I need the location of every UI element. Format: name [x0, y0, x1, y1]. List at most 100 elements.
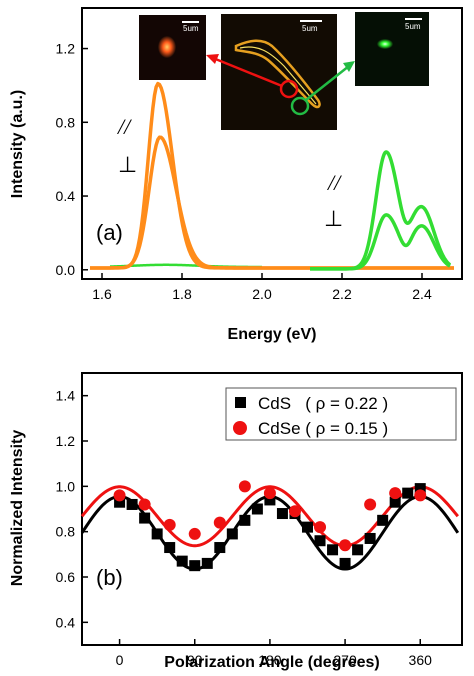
cds-data-point [377, 514, 389, 526]
cds-data-point [164, 542, 176, 554]
orange-emission-spot [158, 36, 176, 58]
cds-data-point [364, 532, 376, 544]
legend-box [225, 387, 457, 441]
panel-a-x-axis-title: Energy (eV) [228, 326, 317, 343]
cds-data-point [276, 508, 288, 520]
scale-bar-label: 5um [183, 24, 199, 33]
panel-b-x-tick-label: 270 [333, 652, 357, 668]
panel-b-plot-frame [81, 372, 463, 646]
green-emission-spot [377, 39, 393, 49]
cds-data-point [189, 560, 201, 572]
cds-data-point [114, 496, 126, 508]
cdse-data-point [389, 487, 402, 500]
cdse-data-point [138, 498, 151, 511]
inset-images: 5um 5um 5um [139, 12, 429, 130]
perpendicular-marker-orange: ⊥ [118, 152, 137, 177]
panel-a-x-tick-label: 2.0 [252, 286, 272, 302]
cds-data-point [339, 557, 351, 569]
panel-a-curves [89, 81, 455, 271]
panel-b-x-tick-label: 90 [187, 652, 203, 668]
parallel-marker-orange: // [116, 114, 132, 139]
cds-fit-curve [80, 495, 460, 571]
green-region-marker [290, 96, 310, 116]
orange-pointer-arrowhead [206, 54, 219, 64]
panel-b-x-tick-label: 360 [409, 652, 433, 668]
cdse-data-point [238, 480, 251, 493]
panel-b-y-tick-label: 0.8 [56, 524, 76, 540]
panel-a-y-tick-label: 0.0 [56, 262, 76, 278]
panel-a-label: (a) [96, 220, 123, 245]
scale-bar-label: 5um [302, 24, 318, 33]
panel-a-y-tick-label: 0.4 [56, 188, 76, 204]
panel-a-ticks: 1.6 1.8 2.0 2.2 2.4 0.0 0.4 0.8 1.2 [56, 41, 432, 302]
cds-data-point [251, 503, 263, 515]
nanowire-core [239, 46, 317, 105]
cds-data-point [314, 535, 326, 547]
cds-data-point [239, 514, 251, 526]
panel-b-x-tick-label: 0 [116, 652, 124, 668]
panel-a-x-tick-label: 1.6 [92, 286, 112, 302]
cds-data-point [327, 544, 339, 556]
cds-data-point [352, 544, 364, 556]
panel-a-plot-frame [81, 7, 463, 280]
panel-b-label: (b) [96, 565, 123, 590]
cds-data-point [389, 496, 401, 508]
cdse-data-point [414, 489, 427, 502]
panel-b-data-points [113, 480, 427, 572]
orange-parallel-curve [89, 81, 455, 270]
cdse-data-point [314, 521, 327, 534]
cdse-data-point [288, 505, 301, 518]
panel-a-x-tick-label: 2.2 [332, 286, 352, 302]
parallel-marker-green: // [326, 170, 342, 195]
legend-marker-cdse [233, 421, 247, 435]
cds-data-point [264, 494, 276, 506]
cds-data-point [139, 512, 151, 524]
panel-a-y-tick-label: 1.2 [56, 41, 76, 57]
cds-data-point [201, 557, 213, 569]
cds-data-point [214, 542, 226, 554]
cdse-data-point [364, 498, 377, 511]
legend-label-cds: CdS ( ρ = 0.22 ) [258, 394, 388, 413]
panel-b: 0 90 180 270 360 0.4 0.6 0.8 1.0 1.2 1.4 CdS ( ρ =… [9, 372, 463, 671]
cds-data-point [402, 487, 414, 499]
cds-data-point [176, 555, 188, 567]
panel-b-y-tick-label: 1.2 [56, 433, 76, 449]
cdse-data-point [339, 539, 352, 552]
cds-data-point [226, 528, 238, 540]
panel-b-y-tick-label: 1.0 [56, 478, 76, 494]
panel-a: 1.6 1.8 2.0 2.2 2.4 0.0 0.4 0.8 1.2 5um 5um 5um [9, 7, 463, 343]
legend: CdS ( ρ = 0.22 ) CdSe ( ρ = 0.15 ) [225, 387, 457, 441]
green-parallel-curve [308, 150, 452, 271]
panel-a-x-tick-label: 1.8 [172, 286, 192, 302]
orange-pointer-arrow [212, 56, 283, 88]
panel-b-y-tick-label: 0.4 [56, 614, 76, 630]
green-pointer-arrowhead [343, 61, 355, 72]
cdse-data-point [263, 487, 276, 500]
panel-b-x-tick-label: 180 [258, 652, 282, 668]
inset-green-image [355, 12, 429, 86]
panel-a-x-tick-label: 2.4 [412, 286, 432, 302]
cds-data-point [126, 498, 138, 510]
panel-b-y-tick-label: 1.4 [56, 388, 76, 404]
panel-b-y-axis-title: Normalized Intensity [9, 430, 26, 587]
panel-a-y-axis-title: Intensity (a.u.) [9, 90, 26, 198]
cdse-data-point [113, 489, 126, 502]
cds-data-point [301, 521, 313, 533]
panel-a-y-tick-label: 0.8 [56, 114, 76, 130]
scale-bar-label: 5um [405, 22, 421, 31]
panel-b-x-axis-title: Polarization Angle (degrees) [164, 654, 379, 671]
green-pointer-arrow [305, 65, 350, 101]
cdse-data-point [163, 518, 176, 531]
cdse-data-point [188, 527, 201, 540]
panel-b-y-tick-label: 0.6 [56, 569, 76, 585]
perpendicular-marker-green: ⊥ [324, 206, 343, 231]
cds-data-point [151, 528, 163, 540]
nanowire-shape [234, 39, 321, 109]
cds-data-point [414, 483, 426, 495]
legend-marker-cds [235, 397, 246, 408]
legend-label-cdse: CdSe ( ρ = 0.15 ) [258, 419, 388, 438]
cdse-data-point [213, 516, 226, 529]
inset-nanowire-image [221, 14, 337, 130]
